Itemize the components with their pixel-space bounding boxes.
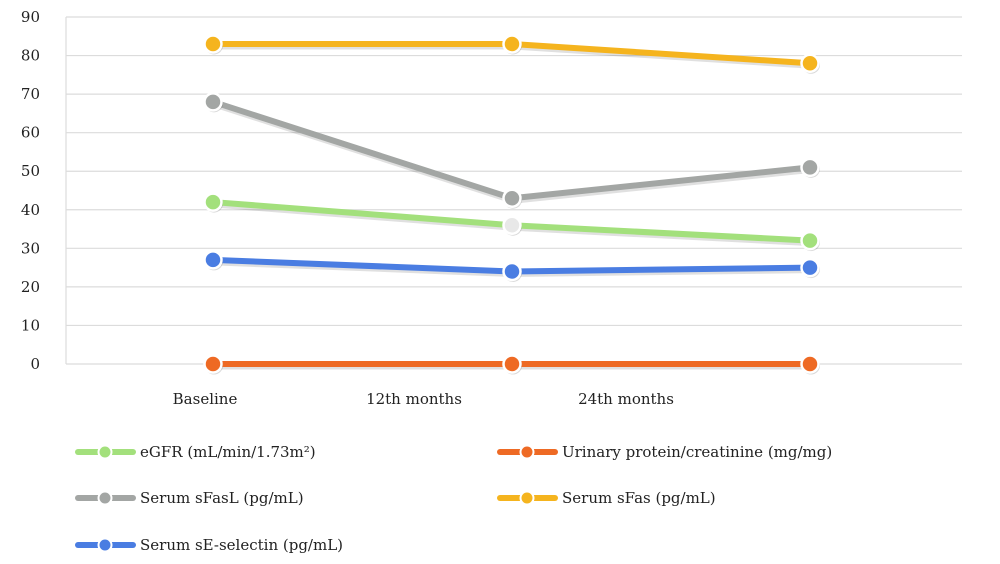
series-egfr-0: [203, 192, 820, 252]
series-serum-2: [203, 92, 820, 209]
y-axis-ticks: 0 10 20 30 40 50 60 70 80 90: [21, 8, 40, 373]
y-tick-label: 30: [21, 239, 40, 257]
y-tick-label: 80: [21, 47, 40, 65]
legend-item: Serum sFasL (pg/mL): [75, 489, 304, 507]
data-point: [203, 250, 223, 270]
data-point: [800, 230, 820, 251]
legend-swatch-marker: [97, 490, 113, 506]
data-point: [800, 157, 820, 178]
series-urinary-1: [203, 354, 820, 375]
data-point: [502, 261, 522, 282]
data-point: [502, 188, 522, 208]
legend-swatch-marker: [519, 444, 535, 460]
series-serum-3: [203, 34, 820, 74]
x-axis-ticks: Baseline 12th months 24th months: [173, 390, 674, 408]
legend-swatch-marker: [519, 490, 535, 506]
legend-swatch-marker: [97, 444, 113, 460]
legend-label: Serum sE-selectin (pg/mL): [140, 536, 343, 554]
y-tick-label: 50: [21, 162, 40, 180]
y-tick-label: 0: [30, 355, 40, 373]
x-tick-label: 12th months: [366, 390, 462, 408]
legend-item: eGFR (mL/min/1.73m²): [75, 443, 316, 461]
data-point: [203, 354, 223, 374]
data-point: [800, 257, 820, 278]
data-point: [203, 192, 223, 212]
grid-lines: [65, 16, 962, 365]
legend-label: Serum sFasL (pg/mL): [140, 489, 304, 507]
series-serum-4: [203, 250, 820, 282]
series-line-shadow: [210, 100, 815, 204]
series-line: [210, 98, 813, 202]
y-tick-label: 20: [21, 278, 40, 296]
legend-item: Serum sFas (pg/mL): [497, 489, 716, 507]
data-point: [203, 92, 223, 112]
x-tick-label: 24th months: [578, 390, 674, 408]
legend-label: Urinary protein/creatinine (mg/mg): [562, 443, 832, 461]
x-tick-label: Baseline: [173, 390, 238, 408]
data-point: [502, 34, 522, 54]
legend-label: Serum sFas (pg/mL): [562, 489, 716, 507]
legend-item: Serum sE-selectin (pg/mL): [75, 536, 343, 554]
data-point: [502, 354, 522, 374]
y-tick-label: 90: [21, 8, 40, 26]
y-tick-label: 60: [21, 124, 40, 142]
data-point: [800, 53, 820, 74]
y-tick-label: 70: [21, 85, 40, 103]
legend-label: eGFR (mL/min/1.73m²): [140, 443, 316, 461]
legend-swatch-marker: [97, 537, 113, 553]
data-point: [203, 34, 223, 54]
legend-item: Urinary protein/creatinine (mg/mg): [497, 443, 832, 461]
legend: eGFR (mL/min/1.73m²) Urinary protein/crea…: [75, 443, 832, 554]
data-point: [502, 215, 522, 235]
data-point: [800, 354, 820, 374]
y-tick-label: 10: [21, 316, 40, 334]
y-tick-label: 40: [21, 201, 40, 219]
series-lines: [203, 34, 820, 375]
